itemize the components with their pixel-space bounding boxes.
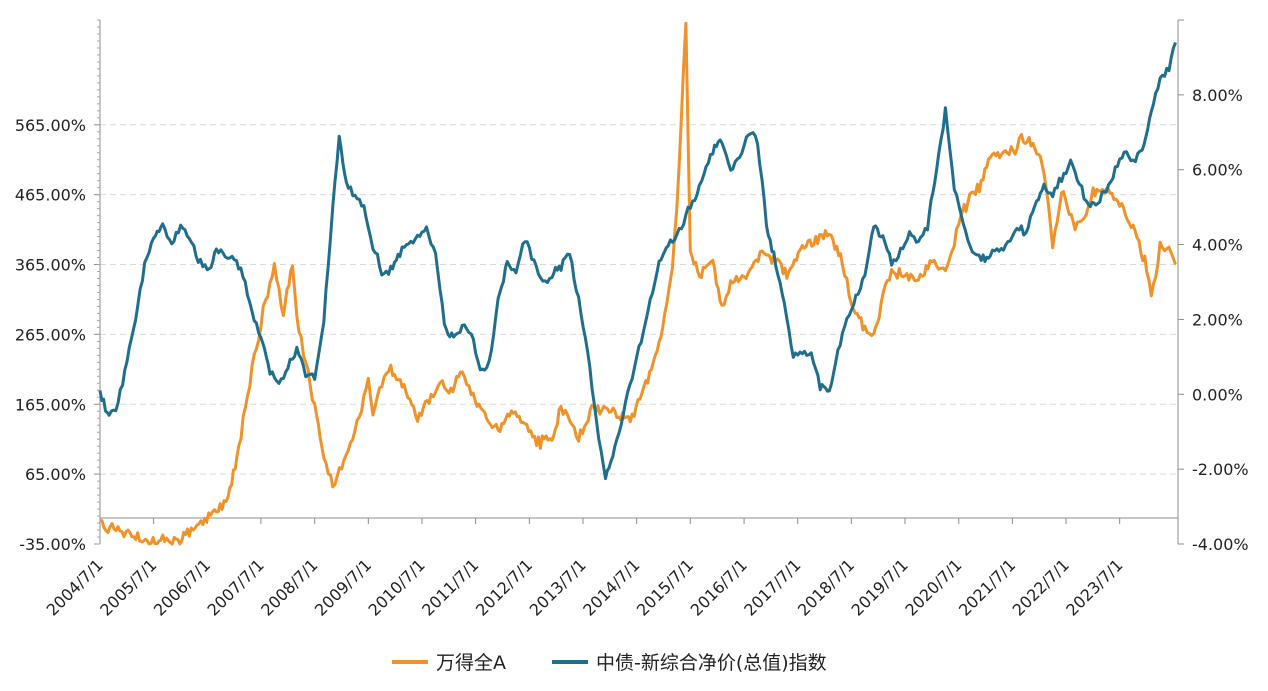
right-axis-tick-label: 6.00% (1192, 161, 1243, 180)
gridlines (100, 124, 1178, 475)
x-axis-tick-label: 2019/7/1 (848, 555, 912, 619)
series-lines (98, 21, 1177, 546)
series-line-1 (98, 41, 1177, 481)
left-axis-tick-label: 565.00% (15, 116, 86, 135)
x-axis-tick-label: 2023/7/1 (1062, 555, 1126, 619)
left-axis-tick-label: 365.00% (15, 256, 86, 275)
legend-item-series-0: 万得全A (392, 652, 506, 674)
left-axis-tick-label: 465.00% (15, 186, 86, 205)
left-axis-ticks: -35.00% 65.00% 165.00% 265.00% 365.00% 465.00… (15, 19, 100, 554)
x-axis-tick-label: 2004/7/1 (43, 555, 107, 619)
right-axis-tick-label: -2.00% (1192, 460, 1249, 479)
x-axis-tick-label: 2013/7/1 (526, 555, 590, 619)
x-axis-tick-label: 2017/7/1 (740, 555, 804, 619)
x-axis-tick-label: 2012/7/1 (472, 555, 536, 619)
left-axis-tick-label: 265.00% (15, 325, 86, 344)
left-axis-tick-label: 165.00% (15, 395, 86, 414)
right-axis-tick-label: -4.00% (1192, 535, 1249, 554)
x-axis-tick-label: 2008/7/1 (257, 555, 321, 619)
legend: 万得全A 中债-新综合净价(总值)指数 (392, 652, 827, 674)
x-axis-tick-label: 2005/7/1 (96, 555, 160, 619)
x-axis-tick-label: 2007/7/1 (203, 555, 267, 619)
right-axis-tick-label: 0.00% (1192, 385, 1243, 404)
axes (99, 20, 1179, 544)
x-axis-tick-label: 2018/7/1 (794, 555, 858, 619)
x-axis-tick-label: 2006/7/1 (150, 555, 214, 619)
x-axis-tick-label: 2020/7/1 (901, 555, 965, 619)
x-axis-tick-label: 2021/7/1 (955, 555, 1019, 619)
x-axis-ticks: 2004/7/12005/7/12006/7/12007/7/12008/7/1… (43, 518, 1126, 620)
legend-item-series-1: 中债-新综合净价(总值)指数 (552, 652, 827, 674)
x-axis-tick-label: 2016/7/1 (687, 555, 751, 619)
x-axis-tick-label: 2010/7/1 (365, 555, 429, 619)
x-axis-tick-label: 2011/7/1 (418, 555, 482, 619)
left-axis-tick-label: 65.00% (25, 465, 86, 484)
left-axis-tick-label: -35.00% (19, 535, 86, 554)
x-axis-tick-label: 2014/7/1 (579, 555, 643, 619)
legend-label-1: 中债-新综合净价(总值)指数 (596, 652, 827, 674)
legend-label-0: 万得全A (436, 652, 506, 674)
right-axis-tick-label: 2.00% (1192, 310, 1243, 329)
right-axis-tick-label: 8.00% (1192, 86, 1243, 105)
x-axis-tick-label: 2022/7/1 (1009, 555, 1073, 619)
x-axis-tick-label: 2009/7/1 (311, 555, 375, 619)
x-axis-tick-label: 2015/7/1 (633, 555, 697, 619)
series-line-0 (99, 21, 1177, 546)
right-axis-tick-label: 4.00% (1192, 236, 1243, 255)
right-axis-ticks: -4.00% -2.00% 0.00% 2.00% 4.00% 6.00% 8.00% (1178, 19, 1249, 554)
